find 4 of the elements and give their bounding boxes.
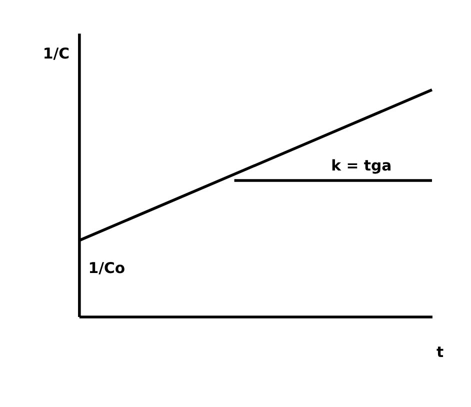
y-axis-title: 1/C: [42, 44, 70, 63]
annotation: 1/Co: [88, 259, 126, 278]
ref-line-label: k = tga: [331, 156, 392, 174]
x-axis-title: t: [436, 342, 444, 361]
